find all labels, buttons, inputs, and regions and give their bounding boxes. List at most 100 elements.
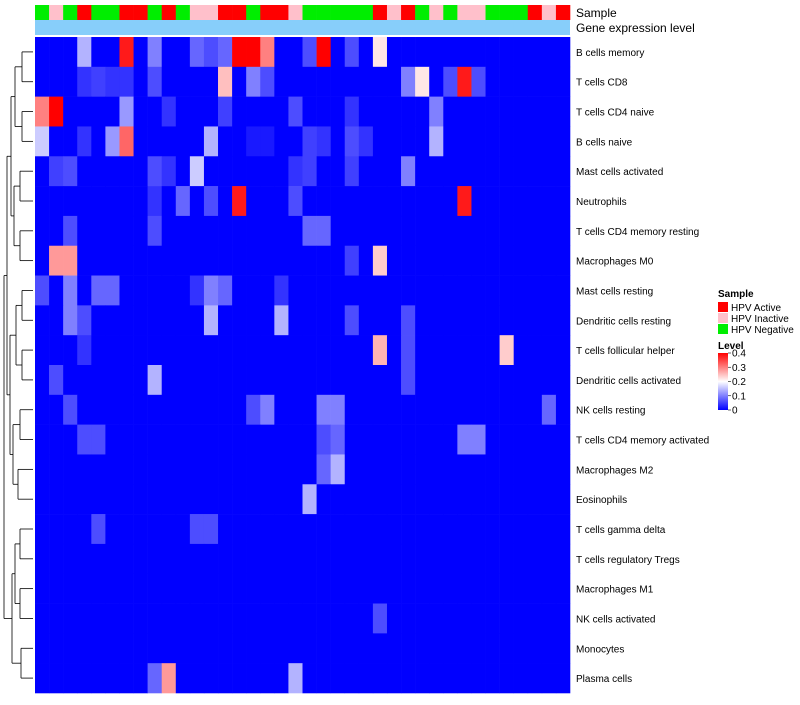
heatmap-cell (555, 245, 571, 276)
heatmap-cell (119, 573, 134, 604)
heatmap-cell (49, 663, 64, 694)
heatmap-cell (133, 37, 148, 68)
heatmap-cell (302, 66, 317, 97)
heatmap-cell (147, 275, 163, 306)
heatmap-cell (63, 633, 78, 664)
heatmap-cell (203, 335, 219, 366)
heatmap-cell (344, 37, 360, 68)
heatmap-cell (330, 335, 346, 366)
sample-annotation-cell (401, 5, 416, 20)
row-label: Macrophages M2 (576, 465, 654, 476)
heatmap-cell (274, 215, 289, 247)
heatmap-cell (161, 156, 177, 187)
heatmap-cell (330, 96, 346, 127)
heatmap-cell (218, 454, 233, 485)
heatmap-cell (260, 335, 275, 366)
heatmap-cell (189, 603, 205, 634)
heatmap-cell (161, 335, 177, 366)
row-labels: B cells memory T cells CD8 T cells CD4 nai… (576, 48, 709, 685)
heatmap-cell (91, 66, 106, 97)
heatmap-cell (429, 186, 444, 217)
heatmap-cell (203, 186, 219, 217)
heatmap-cell (302, 454, 317, 485)
heatmap-cell (302, 305, 317, 336)
heatmap-cell (189, 245, 205, 276)
heatmap-cell (429, 424, 444, 455)
heatmap-cell (77, 573, 92, 604)
heatmap-cell (35, 484, 50, 515)
heatmap-cell (372, 335, 388, 366)
row-label: Mast cells activated (576, 167, 663, 178)
heatmap-cell (330, 633, 346, 664)
heatmap-cell (35, 454, 50, 485)
heatmap-cell (77, 156, 92, 187)
heatmap-cell (133, 573, 148, 604)
heatmap-cell (485, 663, 500, 694)
heatmap-cell (175, 514, 191, 545)
heatmap-cell (457, 126, 472, 157)
heatmap-cell (119, 394, 134, 425)
heatmap-cell (161, 365, 177, 396)
heatmap-cell (513, 424, 529, 455)
heatmap-cell (189, 424, 205, 455)
heatmap-cell (203, 543, 219, 575)
heatmap-cell (35, 305, 50, 336)
heatmap-cell (302, 633, 317, 664)
sample-annotation-cell (161, 5, 177, 20)
heatmap-cell (288, 424, 303, 455)
heatmap-cell (485, 484, 500, 515)
heatmap-cell (147, 424, 163, 455)
heatmap-cell (513, 37, 529, 68)
heatmap-cell (372, 543, 388, 575)
heatmap-cell (246, 573, 261, 604)
heatmap-cell (288, 484, 303, 515)
heatmap-cell (91, 543, 106, 575)
row-label: B cells memory (576, 48, 644, 59)
heatmap-cell (274, 66, 289, 97)
heatmap-cell (260, 37, 275, 68)
heatmap-cell (203, 156, 219, 187)
sample-legend-label: HPV Negative (731, 325, 794, 336)
heatmap-cell (443, 424, 458, 455)
heatmap-cell (49, 454, 64, 485)
heatmap-cell (358, 633, 374, 664)
heatmap-cell (471, 126, 486, 157)
heatmap-cell (457, 335, 472, 366)
heatmap-cell (161, 394, 177, 425)
heatmap-cell (133, 186, 148, 217)
heatmap-cell (119, 66, 134, 97)
heatmap-cell (527, 66, 543, 97)
heatmap-cell (499, 305, 514, 336)
heatmap-cell (527, 156, 543, 187)
heatmap-cell (105, 633, 120, 664)
row-label: NK cells activated (576, 614, 655, 625)
heatmap-cell (133, 454, 148, 485)
heatmap-cell (429, 96, 444, 127)
heatmap-cell (175, 305, 191, 336)
heatmap-cell (63, 454, 78, 485)
heatmap-cell (358, 156, 374, 187)
heatmap-cell (49, 394, 64, 425)
heatmap-cell (175, 484, 191, 515)
heatmap-cell (485, 245, 500, 276)
heatmap-cell (513, 394, 529, 425)
heatmap-cell (429, 514, 444, 545)
heatmap-cell (77, 424, 92, 455)
heatmap-cell (358, 484, 374, 515)
heatmap-cell (316, 126, 331, 157)
heatmap-cell (77, 543, 92, 575)
heatmap-cell (443, 603, 458, 634)
heatmap-cell (133, 365, 148, 396)
heatmap-cell (443, 335, 458, 366)
heatmap-cell (63, 156, 78, 187)
heatmap-cell (415, 663, 430, 694)
heatmap-cell (401, 424, 416, 455)
heatmap-cell (288, 573, 303, 604)
heatmap-cell (161, 484, 177, 515)
heatmap-cell (372, 573, 388, 604)
heatmap-cell (175, 394, 191, 425)
heatmap-cell (246, 484, 261, 515)
sample-annotation-cell (91, 5, 106, 20)
heatmap-cell (344, 365, 360, 396)
